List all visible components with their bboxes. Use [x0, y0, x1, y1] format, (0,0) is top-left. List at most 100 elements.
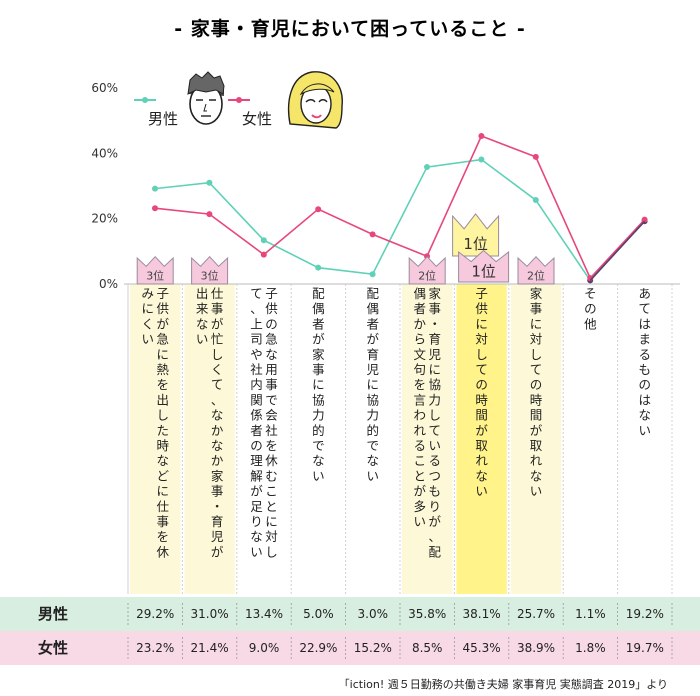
rank-badge: 2位	[408, 255, 446, 285]
legend: 男性 女性	[134, 71, 343, 129]
y-tick-label: 60%	[91, 81, 118, 95]
table-cell: 5.0%	[303, 607, 334, 621]
point-male	[206, 179, 213, 186]
man-nose	[203, 103, 207, 112]
category-label: 家事・育児に協力しているつもりが、配偶者から文句を言われることが多い	[413, 286, 441, 559]
table-cell: 13.4%	[245, 607, 283, 621]
category-label: 子供に対しての時間が取れない	[475, 286, 488, 499]
crown-icon	[136, 255, 174, 285]
point-male	[152, 185, 158, 192]
row-label: 女性	[38, 639, 68, 657]
category-label: 仕事が忙しくて、なかなか家事・育児が出来ない	[196, 286, 224, 559]
highlight-column	[402, 284, 453, 594]
legend-marker	[236, 97, 242, 103]
category-label: その他	[584, 286, 597, 331]
table-cell: 38.9%	[517, 641, 555, 655]
woman-bangs	[299, 83, 335, 96]
series-line-male	[154, 158, 646, 282]
crown-icon	[408, 255, 446, 285]
woman-mouth	[311, 114, 322, 119]
chart-title: - 家事・育児において困っていること -	[174, 17, 525, 40]
category-label: 子供の急な用事で会社を休むことに対して、上司や社内関係者の理解が足りない	[250, 286, 278, 559]
crown-icon	[458, 249, 510, 283]
category-label: あてはまるものはない	[639, 286, 652, 438]
table-cell: 38.1%	[463, 607, 501, 621]
table-row-female	[0, 631, 700, 665]
rank-badge: 1位	[458, 249, 510, 283]
rank-label: 2位	[418, 268, 436, 282]
legend-marker	[142, 97, 148, 103]
table-cell: 1.1%	[575, 607, 606, 621]
table-cell: 8.5%	[412, 641, 443, 655]
table-cell: 31.0%	[191, 607, 229, 621]
category-label: 配偶者が育児に協力的でない	[367, 286, 380, 483]
rank-badge: 3位	[136, 255, 174, 285]
category-label: 家事に対しての時間が取れない	[530, 286, 543, 499]
point-male	[424, 164, 430, 171]
rank-label: 3位	[146, 268, 164, 282]
source-note: 「iction! 週５日勤務の共働き夫婦 家事育児 実態調査 2019」より	[339, 677, 668, 691]
point-female	[532, 153, 539, 160]
point-female	[206, 211, 213, 218]
rank-label: 2位	[527, 268, 545, 282]
rank-label: 1位	[463, 235, 488, 253]
table-cell: 9.0%	[249, 641, 280, 655]
highlight-column	[130, 284, 181, 594]
point-female	[641, 216, 648, 223]
point-male	[260, 237, 267, 244]
point-female	[478, 133, 485, 140]
legend-label: 女性	[242, 110, 272, 128]
table-cell: 23.2%	[136, 641, 174, 655]
table-cell: 15.2%	[354, 641, 392, 655]
table-cell: 29.2%	[136, 607, 174, 621]
table-cell: 3.0%	[358, 607, 389, 621]
point-male	[478, 156, 485, 163]
category-label: 配偶者が家事に協力的でない	[312, 286, 325, 483]
point-female	[152, 205, 158, 212]
rank-label: 1位	[471, 263, 496, 281]
table-cell: 35.8%	[408, 607, 446, 621]
highlight-columns	[130, 284, 562, 594]
rank-badges: 3位 3位 2位 1位 1位 2位	[136, 213, 555, 285]
rank-badge-back: 1位	[452, 213, 500, 257]
point-male	[532, 197, 539, 204]
point-female	[315, 206, 322, 213]
table-cell: 1.8%	[575, 641, 606, 655]
category-labels: 子供が急に熱を出した時などに仕事を休みにくい仕事が忙しくて、なかなか家事・育児が…	[141, 286, 651, 559]
highlight-column	[510, 284, 562, 594]
highlight-column	[456, 284, 507, 594]
y-tick-label: 20%	[91, 212, 118, 226]
category-label: 子供が急に熱を出した時などに仕事を休みにくい	[141, 286, 169, 559]
rank-label: 3位	[201, 268, 219, 282]
point-female	[369, 231, 376, 238]
point-male	[369, 271, 376, 278]
series-lines	[152, 133, 648, 284]
point-female	[260, 251, 267, 258]
woman-face-icon	[287, 71, 343, 129]
rank-badge: 2位	[517, 255, 555, 285]
point-male	[315, 264, 322, 271]
woman-eyes	[305, 99, 328, 103]
table-cell: 45.3%	[463, 641, 501, 655]
table-cell: 25.7%	[517, 607, 555, 621]
rank-badge: 3位	[191, 255, 229, 285]
value-table: 男性 29.2% 31.0% 13.4% 5.0% 3.0% 35.8% 38.1% 25.7%…	[0, 597, 700, 665]
table-cell: 22.9%	[299, 641, 337, 655]
table-cell: 21.4%	[191, 641, 229, 655]
man-hair-front	[187, 71, 225, 95]
series-line-female	[154, 135, 646, 280]
row-label: 男性	[38, 605, 68, 623]
highlight-column	[184, 284, 235, 594]
y-tick-label: 40%	[91, 146, 118, 160]
crown-icon	[452, 213, 500, 257]
y-tick-label: 0%	[99, 277, 118, 291]
man-face-icon	[187, 71, 225, 125]
table-row-male	[0, 597, 700, 631]
series-line-overlay	[589, 220, 646, 281]
crown-icon	[517, 255, 555, 285]
legend-label: 男性	[148, 110, 178, 128]
table-cell: 19.7%	[626, 641, 664, 655]
crown-icon	[191, 255, 229, 285]
table-cell: 19.2%	[626, 607, 664, 621]
